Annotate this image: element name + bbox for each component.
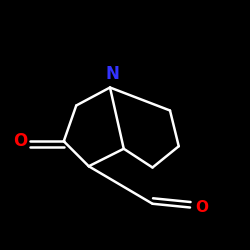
Text: O: O [13, 132, 27, 150]
Text: N: N [106, 65, 120, 83]
Text: O: O [195, 200, 208, 215]
